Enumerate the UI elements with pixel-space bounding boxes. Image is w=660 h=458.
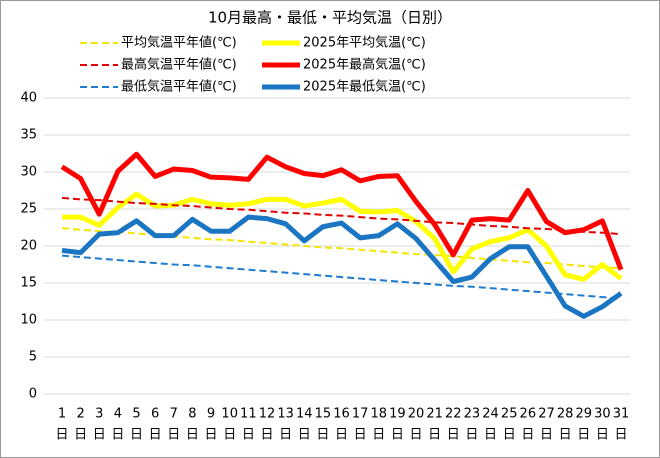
x-unit-label: 日 (428, 428, 441, 443)
x-tick-label: 5 (132, 407, 140, 422)
x-unit-label: 日 (149, 428, 162, 443)
x-unit-label: 日 (111, 428, 124, 443)
x-unit-label: 日 (298, 428, 311, 443)
x-unit-label: 日 (223, 428, 236, 443)
y-tick-label: 5 (29, 350, 37, 365)
x-tick-label: 15 (315, 407, 332, 422)
x-tick-label: 7 (170, 407, 178, 422)
legend-label: 2025年平均気温(℃) (303, 35, 426, 51)
x-tick-label: 11 (240, 407, 257, 422)
normal-line (61, 254, 622, 300)
x-tick-label: 14 (296, 407, 313, 422)
x-unit-label: 日 (391, 428, 404, 443)
x-unit-label: 日 (372, 428, 385, 443)
y-tick-label: 10 (20, 313, 37, 328)
chart-title: 10月最高・最低・平均気温（日別） (208, 9, 452, 27)
x-unit-label: 日 (354, 428, 367, 443)
x-unit-label: 日 (55, 428, 68, 443)
x-unit-label: 日 (447, 428, 460, 443)
x-unit-label: 日 (205, 428, 218, 443)
x-tick-label: 13 (277, 407, 294, 422)
x-unit-label: 日 (596, 428, 609, 443)
x-unit-label: 日 (540, 428, 553, 443)
x-tick-label: 31 (613, 407, 630, 422)
x-unit-label: 日 (242, 428, 255, 443)
x-tick-label: 3 (95, 407, 103, 422)
x-unit-label: 日 (260, 428, 273, 443)
x-tick-label: 19 (389, 407, 406, 422)
x-tick-label: 25 (501, 407, 518, 422)
x-unit-label: 日 (74, 428, 87, 443)
x-unit-label: 日 (279, 428, 292, 443)
x-unit-label: 日 (130, 428, 143, 443)
x-tick-label: 30 (594, 407, 611, 422)
x-unit-label: 日 (316, 428, 329, 443)
legend-label: 2025年最低気温(℃) (303, 79, 426, 95)
legend-label: 最低気温平年値(℃) (121, 79, 237, 95)
x-tick-label: 4 (114, 407, 122, 422)
x-unit-label: 日 (521, 428, 534, 443)
x-tick-label: 27 (538, 407, 555, 422)
x-unit-label: 日 (186, 428, 199, 443)
x-unit-label: 日 (484, 428, 497, 443)
x-tick-label: 12 (259, 407, 276, 422)
x-tick-label: 26 (520, 407, 537, 422)
x-unit-label: 日 (559, 428, 572, 443)
x-tick-label: 20 (408, 407, 425, 422)
x-tick-label: 23 (464, 407, 481, 422)
y-tick-label: 35 (20, 128, 37, 143)
x-tick-label: 2 (76, 407, 84, 422)
x-unit-label: 日 (503, 428, 516, 443)
x-tick-label: 10 (221, 407, 238, 422)
x-tick-label: 24 (482, 407, 499, 422)
x-unit-label: 日 (93, 428, 106, 443)
x-tick-label: 21 (426, 407, 443, 422)
x-unit-label: 日 (465, 428, 478, 443)
series-line (61, 214, 623, 319)
x-unit-label: 日 (167, 428, 180, 443)
x-unit-label: 日 (410, 428, 423, 443)
y-tick-label: 30 (20, 165, 37, 180)
series-line (60, 151, 624, 271)
y-tick-label: 15 (20, 276, 37, 291)
x-tick-label: 9 (207, 407, 215, 422)
y-tick-label: 40 (20, 91, 37, 106)
x-unit-label: 日 (335, 428, 348, 443)
legend-label: 最高気温平年値(℃) (121, 57, 237, 73)
x-tick-label: 29 (575, 407, 592, 422)
x-tick-label: 8 (188, 407, 196, 422)
legend-label: 平均気温平年値(℃) (121, 35, 237, 51)
x-unit-label: 日 (614, 428, 627, 443)
series-line (62, 191, 623, 282)
normal-line (61, 196, 622, 236)
x-tick-label: 16 (333, 407, 350, 422)
x-tick-label: 28 (557, 407, 574, 422)
x-tick-label: 1 (58, 407, 66, 422)
x-tick-label: 6 (151, 407, 159, 422)
x-tick-label: 18 (370, 407, 387, 422)
legend-label: 2025年最高気温(℃) (303, 57, 426, 73)
y-tick-label: 20 (20, 239, 37, 254)
x-unit-label: 日 (577, 428, 590, 443)
x-tick-label: 17 (352, 407, 369, 422)
y-tick-label: 0 (29, 387, 37, 402)
y-tick-label: 25 (20, 202, 37, 217)
x-tick-label: 22 (445, 407, 462, 422)
